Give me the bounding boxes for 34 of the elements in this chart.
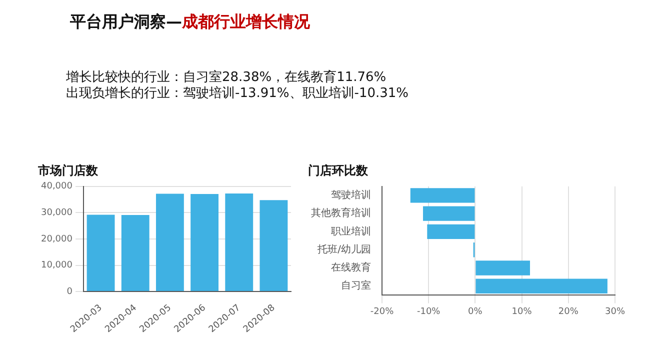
text: 成都行业增长情况 — [182, 12, 310, 31]
bar — [225, 194, 254, 292]
bar — [260, 200, 288, 292]
y-tick-label: 驾驶培训 — [331, 189, 371, 202]
bar — [121, 215, 150, 292]
bar — [427, 224, 475, 240]
x-tick-label: -20% — [370, 306, 394, 317]
text: 出现负增长的行业：驾驶培训-13.91%、职业培训-10.31% — [66, 86, 409, 102]
bar — [476, 278, 608, 294]
chart-title: 门店环比数 — [308, 163, 369, 178]
chart-title: 市场门店数 — [37, 163, 99, 178]
y-tick-label: 20,000 — [40, 234, 73, 244]
text: 增长比较快的行业：自习室28.38%，在线教育11.76% — [66, 70, 388, 86]
bar — [190, 194, 218, 292]
bar — [476, 260, 530, 276]
y-tick-label: 0 — [66, 286, 73, 297]
bar — [423, 206, 475, 221]
y-tick-label: 托班/幼儿园 — [316, 243, 371, 256]
x-tick-label: -10% — [416, 306, 441, 317]
y-tick-label: 其他教育培训 — [311, 207, 371, 220]
bar — [86, 214, 115, 292]
x-tick-label: 0% — [468, 306, 483, 317]
y-tick-label: 10,000 — [40, 260, 73, 271]
text: 平台用户洞察— — [70, 12, 182, 31]
x-tick-label: 30% — [604, 306, 626, 317]
bar — [410, 188, 475, 203]
y-tick-label: 30,000 — [40, 208, 73, 218]
y-tick-label: 40,000 — [40, 182, 73, 192]
y-tick-label: 在线教育 — [331, 262, 371, 274]
y-tick-label: 职业培训 — [331, 225, 371, 238]
x-tick-label: 10% — [512, 306, 532, 317]
x-tick-label: 20% — [558, 306, 579, 317]
y-tick-label: 自习室 — [341, 280, 371, 292]
bar — [156, 194, 184, 292]
